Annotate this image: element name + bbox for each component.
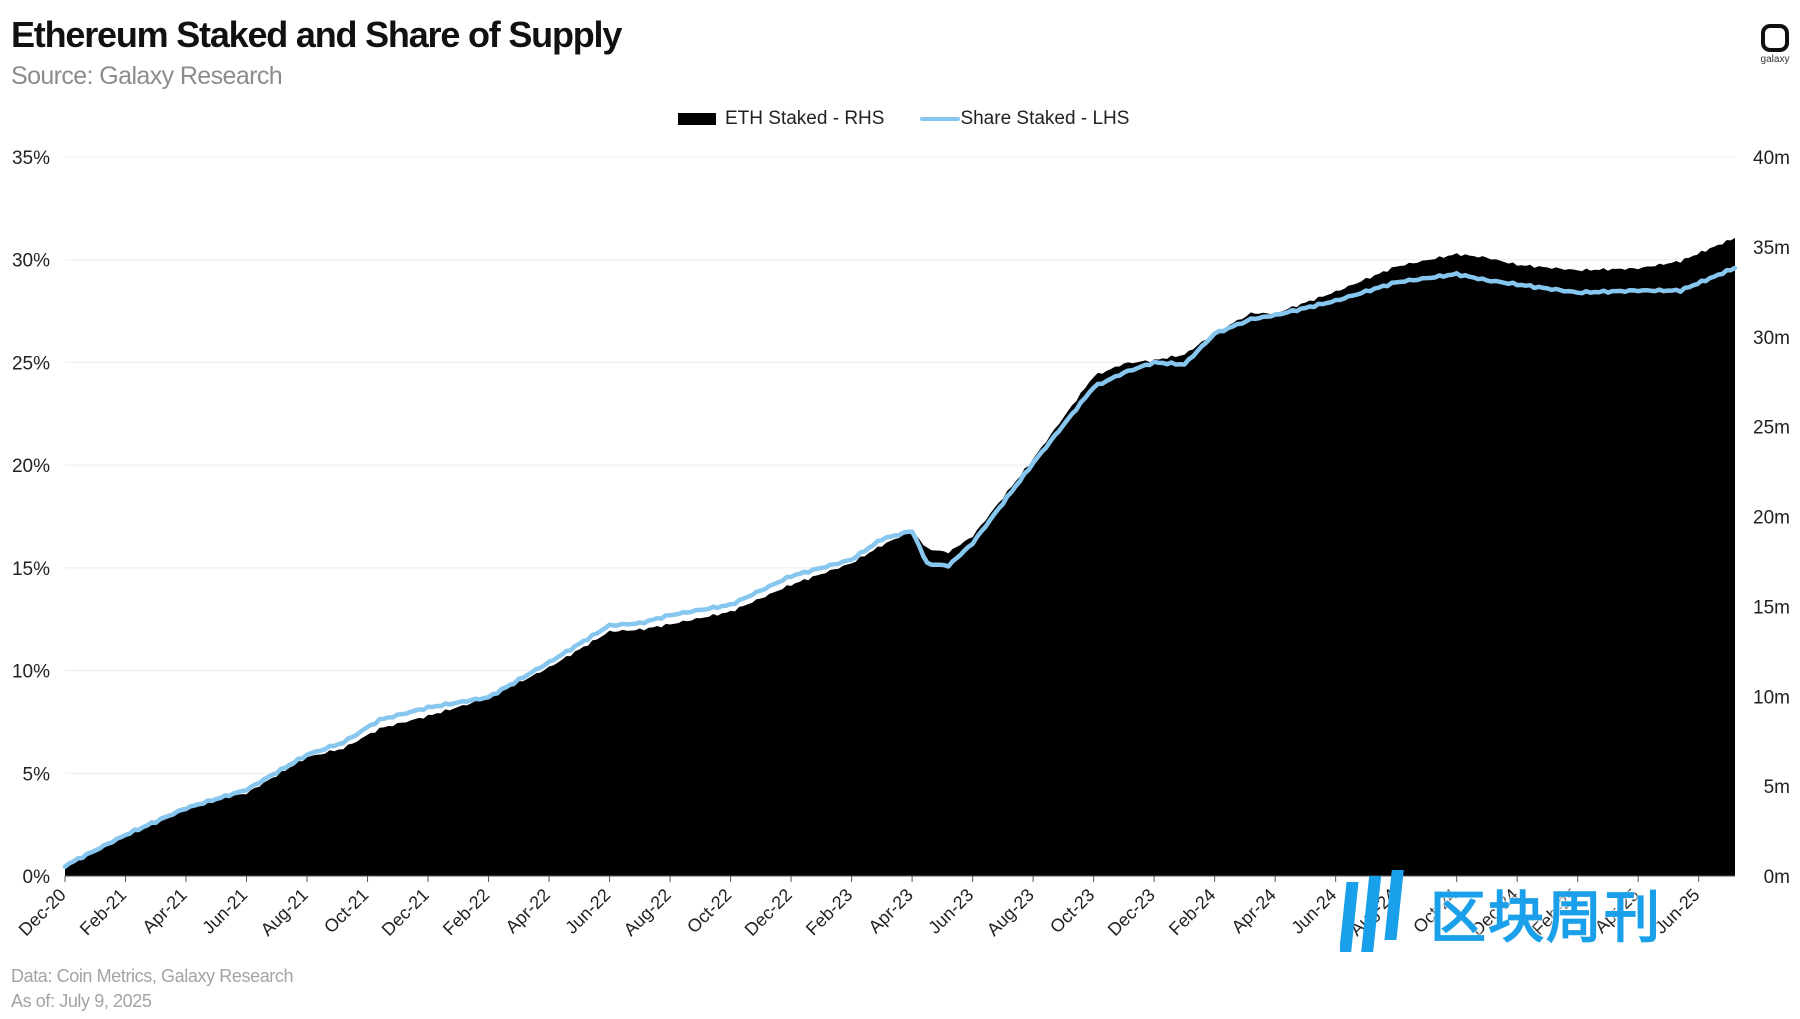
chart-legend: ETH Staked - RHS Share Staked - LHS [678, 108, 1165, 130]
x-axis-tick-label: Dec-21 [378, 885, 433, 940]
galaxy-logo-icon [1761, 24, 1789, 52]
legend-item-share-staked: Share Staked - LHS [920, 108, 1129, 130]
x-axis-tick-label: Dec-23 [1104, 885, 1159, 940]
x-axis-tick-label: Jun-21 [198, 885, 251, 938]
right-axis-tick-label: 15m [1753, 597, 1790, 618]
x-axis-tick-label: Jun-22 [561, 885, 614, 938]
x-axis-tick-label: Aug-21 [257, 885, 312, 940]
right-axis-tick-label: 5m [1764, 777, 1790, 798]
watermark: 区块周刊 [1340, 868, 1662, 958]
legend-item-eth-staked: ETH Staked - RHS [678, 108, 884, 130]
chart-subtitle: Source: Galaxy Research [11, 62, 283, 90]
watermark-logo-icon [1340, 870, 1404, 952]
left-axis-tick-label: 5% [23, 764, 51, 785]
left-axis-tick-label: 30% [12, 251, 50, 272]
galaxy-logo: galaxy [1755, 24, 1795, 65]
legend-line-swatch [920, 117, 961, 121]
right-axis-tick-label: 0m [1764, 867, 1790, 888]
right-axis-tick-label: 30m [1753, 328, 1790, 349]
left-axis-tick-label: 0% [23, 867, 51, 888]
x-axis-tick-label: Apr-22 [502, 885, 554, 937]
galaxy-logo-text: galaxy [1760, 54, 1790, 65]
legend-label-eth-staked: ETH Staked - RHS [725, 108, 885, 129]
x-axis-tick-label: Apr-24 [1228, 885, 1280, 937]
right-axis-tick-label: 35m [1753, 238, 1790, 259]
x-axis-tick-label: Oct-21 [320, 885, 372, 937]
eth-staked-area [65, 237, 1735, 876]
left-axis-tick-label: 10% [12, 662, 50, 683]
left-axis-tick-label: 15% [12, 559, 50, 580]
right-axis-tick-label: 25m [1753, 418, 1790, 439]
x-axis-tick-label: Oct-23 [1046, 885, 1098, 937]
x-axis-tick-label: Aug-23 [983, 885, 1038, 940]
chart-title: Ethereum Staked and Share of Supply [11, 14, 622, 55]
legend-label-share-staked: Share Staked - LHS [960, 108, 1130, 129]
left-axis-tick-label: 20% [12, 456, 50, 477]
footer-data-source: Data: Coin Metrics, Galaxy Research [11, 966, 294, 986]
x-axis-tick-label: Oct-22 [683, 885, 735, 937]
watermark-text: 区块周刊 [1430, 885, 1662, 949]
left-axis-tick-label: 35% [12, 148, 50, 169]
x-axis-tick-label: Feb-23 [802, 885, 856, 939]
left-axis-tick-label: 25% [12, 353, 50, 374]
right-axis-tick-label: 40m [1753, 148, 1790, 169]
right-axis-tick-label: 10m [1753, 687, 1790, 708]
x-axis-tick-label: Dec-22 [741, 885, 796, 940]
footer-as-of: As of: July 9, 2025 [11, 991, 152, 1011]
x-axis-tick-label: Feb-22 [439, 885, 493, 939]
x-axis-tick-label: Jun-24 [1287, 885, 1340, 938]
x-axis-tick-label: Feb-24 [1165, 885, 1219, 939]
x-axis-tick-label: Feb-21 [76, 885, 130, 939]
x-axis-tick-label: Apr-21 [138, 885, 190, 937]
share-staked-line [62, 265, 1738, 869]
x-axis-tick-label: Dec-20 [15, 885, 70, 940]
x-axis-tick-label: Aug-22 [620, 885, 675, 940]
x-axis-tick-label: Jun-23 [924, 885, 977, 938]
legend-area-swatch [678, 113, 716, 125]
x-axis-tick-label: Apr-23 [865, 885, 917, 937]
right-axis-tick-label: 20m [1753, 508, 1790, 529]
